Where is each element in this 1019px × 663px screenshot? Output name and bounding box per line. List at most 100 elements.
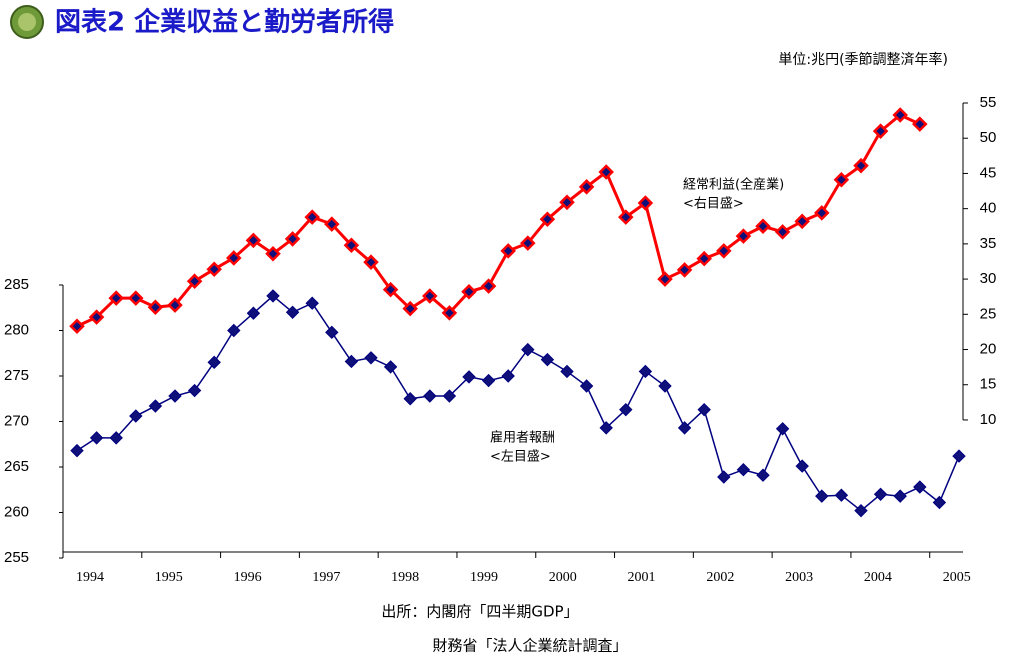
marker — [128, 290, 144, 306]
annotation: <左目盛> — [490, 450, 551, 465]
x-tick-label: 2001 — [628, 570, 656, 585]
marker — [676, 262, 693, 278]
marker — [442, 389, 457, 403]
chart-title: 図表2 企業収益と勤労者所得 — [55, 7, 394, 38]
y-tick-label: 260 — [4, 503, 29, 520]
marker — [168, 389, 182, 403]
marker — [892, 107, 908, 123]
y2-tick-label: 45 — [980, 164, 997, 181]
marker — [402, 300, 418, 317]
marker — [677, 421, 692, 435]
marker — [227, 323, 241, 338]
y-tick-label: 265 — [4, 458, 29, 475]
marker — [913, 480, 927, 494]
marker — [167, 297, 183, 313]
marker — [755, 218, 771, 235]
marker — [226, 250, 242, 266]
marker — [70, 443, 84, 458]
annotation: <右目盛> — [683, 197, 744, 212]
marker — [520, 235, 536, 251]
x-tick-label: 1999 — [470, 570, 498, 585]
marker — [599, 421, 613, 435]
marker — [284, 231, 301, 247]
marker — [657, 271, 673, 287]
marker — [266, 289, 280, 303]
marker — [461, 283, 477, 300]
x-tick-label: 1998 — [391, 570, 419, 585]
marker — [932, 495, 947, 510]
marker — [775, 422, 790, 436]
y-tick-label: 275 — [4, 367, 29, 384]
marker — [578, 179, 595, 195]
marker — [872, 123, 889, 139]
marker — [207, 355, 221, 370]
marker — [481, 373, 496, 388]
marker — [363, 254, 379, 270]
y2-tick-label: 15 — [980, 376, 997, 393]
marker — [325, 325, 339, 340]
marker — [423, 389, 437, 403]
marker — [637, 195, 654, 211]
marker — [736, 463, 751, 477]
marker — [696, 250, 712, 267]
marker — [501, 369, 515, 383]
y-tick-label: 255 — [4, 549, 29, 566]
annotation: 雇用者報酬 — [490, 430, 555, 446]
marker — [129, 409, 143, 423]
x-tick-label: 1994 — [76, 570, 104, 585]
marker — [148, 399, 163, 413]
marker — [873, 487, 888, 502]
marker — [854, 503, 868, 518]
annotation: 経常利益(全産業) — [683, 177, 784, 193]
marker — [795, 459, 809, 473]
marker — [480, 278, 497, 294]
marker — [521, 342, 535, 357]
series-line — [76, 294, 960, 512]
marker — [697, 402, 711, 417]
marker — [853, 157, 869, 174]
x-tick-label: 2004 — [864, 570, 892, 585]
marker — [304, 209, 320, 225]
y-tick-label: 285 — [4, 276, 29, 293]
y2-tick-label: 55 — [980, 94, 997, 111]
marker — [245, 232, 262, 249]
marker — [893, 489, 907, 503]
marker — [186, 273, 203, 289]
y-tick-label: 270 — [4, 412, 29, 429]
source: 財務省「法人企業統計調査」 — [432, 637, 627, 655]
marker — [343, 237, 360, 254]
marker — [265, 245, 281, 262]
y2-tick-label: 20 — [980, 340, 997, 357]
marker — [833, 172, 850, 188]
y-tick-label: 280 — [4, 321, 29, 338]
marker — [109, 431, 123, 445]
marker — [88, 309, 105, 325]
series-line — [76, 113, 921, 328]
marker — [187, 383, 202, 398]
marker — [815, 489, 829, 503]
icon-inner — [18, 13, 36, 31]
marker — [147, 299, 164, 316]
marker — [619, 402, 633, 417]
marker — [735, 228, 752, 244]
marker — [69, 318, 85, 335]
marker — [344, 354, 359, 369]
marker — [305, 296, 319, 310]
marker — [618, 209, 634, 225]
x-tick-label: 2003 — [785, 570, 813, 585]
x-tick-label: 1997 — [312, 570, 340, 585]
y2-tick-label: 25 — [980, 305, 997, 322]
marker — [500, 243, 516, 259]
marker — [834, 488, 849, 502]
y2-tick-label: 10 — [980, 411, 997, 428]
marker — [324, 216, 340, 232]
unit-label: 単位:兆円(季節調整済年率) — [778, 51, 948, 68]
marker — [441, 305, 458, 321]
marker — [814, 205, 830, 221]
marker — [912, 116, 928, 132]
marker — [540, 352, 555, 367]
marker — [422, 288, 438, 304]
marker — [560, 364, 574, 379]
x-tick-label: 2002 — [706, 570, 734, 585]
